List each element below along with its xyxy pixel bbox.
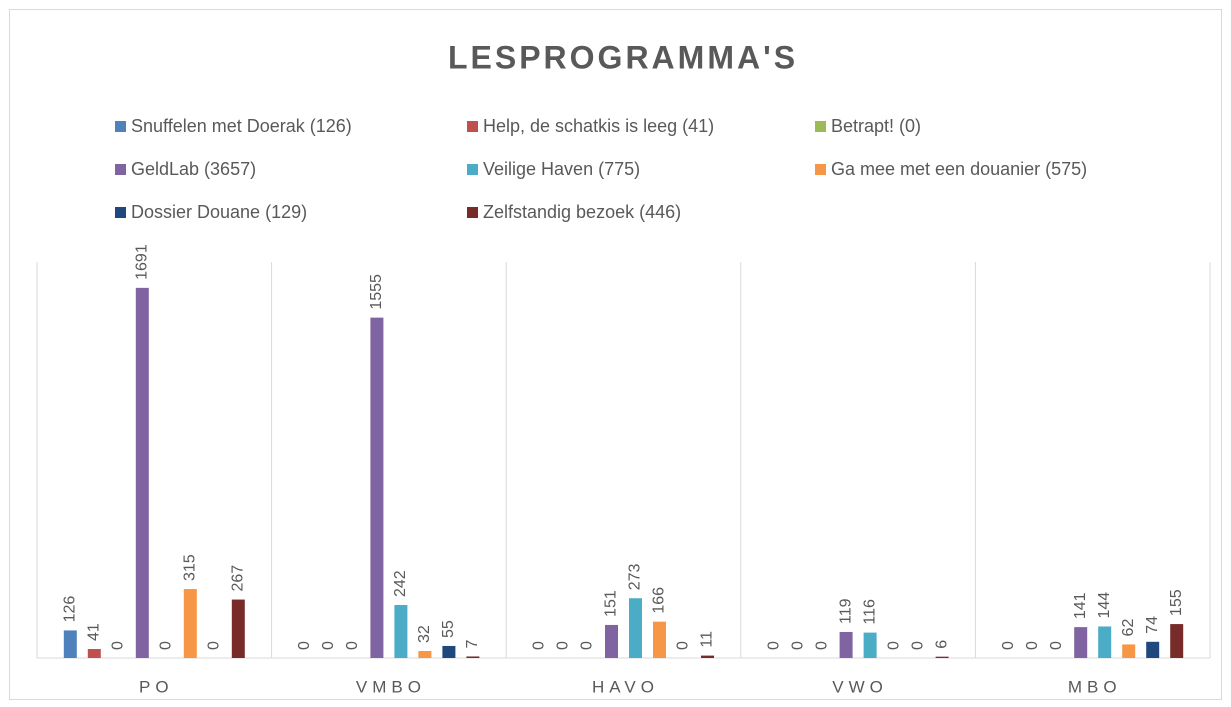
bar xyxy=(87,649,101,658)
data-label: 0 xyxy=(885,641,902,650)
bar xyxy=(1170,624,1184,658)
legend-label: Betrapt! (0) xyxy=(831,116,921,136)
data-label: 41 xyxy=(86,623,103,641)
data-label: 0 xyxy=(555,641,572,650)
bar xyxy=(370,317,384,658)
legend-swatch xyxy=(115,164,126,175)
data-label: 155 xyxy=(1168,589,1185,616)
data-label: 144 xyxy=(1096,592,1113,619)
legend-swatch xyxy=(115,121,126,132)
bar xyxy=(442,645,456,658)
bar xyxy=(863,632,877,658)
bar xyxy=(629,598,642,658)
data-label: 0 xyxy=(813,641,830,650)
x-tick-label: MBO xyxy=(1068,677,1122,696)
bar xyxy=(839,631,853,658)
bar xyxy=(605,624,618,658)
bar xyxy=(1098,626,1112,658)
data-label: 116 xyxy=(861,599,878,625)
data-label: 0 xyxy=(1000,641,1017,650)
bar xyxy=(1146,641,1160,658)
data-label: 119 xyxy=(837,598,854,624)
data-label: 0 xyxy=(110,641,127,650)
legend-label: Veilige Haven (775) xyxy=(483,159,640,179)
x-tick-label: VMBO xyxy=(356,677,426,696)
data-label: 0 xyxy=(320,641,337,650)
data-label: 55 xyxy=(440,620,457,638)
data-label: 0 xyxy=(206,641,223,650)
data-label: 126 xyxy=(62,596,79,623)
data-label: 1555 xyxy=(368,274,385,310)
chart-title: LESPROGRAMMA'S xyxy=(448,39,798,75)
bar xyxy=(653,621,666,658)
data-label: 273 xyxy=(627,563,644,590)
chart-border xyxy=(9,9,1222,700)
data-label: 32 xyxy=(416,625,433,643)
data-label: 0 xyxy=(296,641,313,650)
data-label: 7 xyxy=(464,639,481,648)
legend-swatch xyxy=(467,207,478,218)
bar xyxy=(418,650,432,658)
bar xyxy=(466,656,480,658)
legend-swatch xyxy=(115,207,126,218)
legend-label: Snuffelen met Doerak (126) xyxy=(131,116,352,136)
data-label: 1691 xyxy=(134,244,151,280)
data-label: 242 xyxy=(392,570,409,597)
data-label: 141 xyxy=(1072,592,1089,619)
data-label: 62 xyxy=(1120,619,1137,637)
data-label: 151 xyxy=(603,590,620,617)
data-label: 0 xyxy=(675,641,692,650)
data-label: 315 xyxy=(182,554,199,581)
bar xyxy=(135,287,149,658)
legend-label: Dossier Douane (129) xyxy=(131,202,307,222)
legend-swatch xyxy=(815,121,826,132)
data-label: 11 xyxy=(699,631,716,648)
data-label: 0 xyxy=(765,641,782,650)
bar xyxy=(183,589,197,658)
data-label: 0 xyxy=(531,641,548,650)
data-label: 0 xyxy=(158,641,175,650)
data-label: 267 xyxy=(230,565,247,592)
legend-label: Ga mee met een douanier (575) xyxy=(831,159,1087,179)
bar xyxy=(1122,644,1136,658)
data-label: 0 xyxy=(909,641,926,650)
data-label: 0 xyxy=(579,641,596,650)
legend-swatch xyxy=(467,164,478,175)
legend-label: Zelfstandig bezoek (446) xyxy=(483,202,681,222)
data-label: 166 xyxy=(651,587,668,614)
bar xyxy=(935,656,949,658)
legend-swatch xyxy=(815,164,826,175)
bar xyxy=(394,605,408,658)
data-label: 0 xyxy=(344,641,361,650)
legend-label: Help, de schatkis is leeg (41) xyxy=(483,116,714,136)
bar xyxy=(701,655,714,658)
legend-swatch xyxy=(467,121,478,132)
bar xyxy=(231,599,245,658)
data-label: 0 xyxy=(1024,641,1041,650)
data-label: 6 xyxy=(933,640,950,649)
x-tick-label: HAVO xyxy=(592,677,659,696)
x-tick-label: PO xyxy=(139,677,174,696)
data-label: 0 xyxy=(1048,641,1065,650)
bar xyxy=(63,630,77,658)
x-tick-label: VWO xyxy=(832,677,888,696)
data-label: 0 xyxy=(789,641,806,650)
legend-label: GeldLab (3657) xyxy=(131,159,256,179)
data-label: 74 xyxy=(1144,616,1161,634)
bar xyxy=(1074,627,1088,658)
